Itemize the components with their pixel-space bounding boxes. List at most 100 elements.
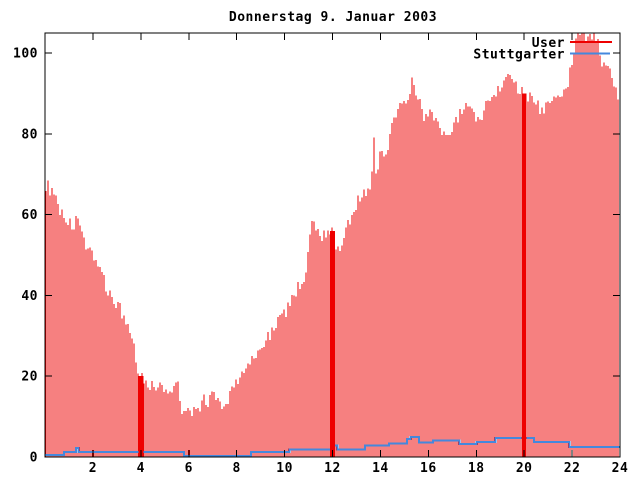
user-bar — [313, 221, 315, 457]
user-bar — [121, 318, 123, 457]
user-bar — [335, 249, 337, 457]
user-bar — [53, 194, 55, 457]
user-bar — [479, 119, 481, 457]
user-bar — [465, 102, 467, 457]
user-bar — [199, 411, 201, 457]
user-bar — [105, 291, 107, 457]
user-bar — [531, 95, 533, 457]
user-bar — [441, 134, 443, 457]
user-bar — [167, 393, 169, 457]
legend-line-samples — [570, 41, 612, 55]
solid-spike-bar — [138, 376, 144, 457]
user-bar — [173, 386, 175, 457]
user-bar — [405, 103, 407, 457]
user-bar — [185, 411, 187, 457]
user-bar — [55, 195, 57, 457]
user-bar — [567, 86, 569, 457]
user-bar — [217, 397, 219, 457]
user-bar — [263, 346, 265, 457]
user-bar — [355, 209, 357, 457]
user-bar — [189, 410, 191, 457]
user-bar — [607, 66, 609, 457]
user-bar — [561, 96, 563, 458]
user-bar — [467, 106, 469, 457]
user-bar — [535, 104, 537, 457]
user-bar — [57, 203, 59, 457]
user-bar — [79, 225, 81, 457]
user-bar — [347, 220, 349, 457]
y-tick-label: 100 — [13, 47, 38, 62]
user-bar — [147, 387, 149, 457]
user-bar — [555, 97, 557, 457]
user-bar — [227, 404, 229, 457]
user-bar — [489, 101, 491, 457]
user-bar — [301, 284, 303, 457]
user-bar — [177, 381, 179, 457]
user-bar — [193, 407, 195, 457]
user-bar — [325, 237, 327, 457]
user-bar — [97, 266, 99, 457]
user-bar — [123, 315, 125, 457]
x-tick-label: 22 — [564, 461, 581, 476]
user-bar — [603, 62, 605, 458]
user-bar — [497, 85, 499, 458]
user-bar — [379, 151, 381, 458]
user-bar — [537, 100, 539, 458]
user-bar — [129, 333, 131, 457]
x-tick-label: 24 — [612, 461, 629, 476]
user-bar — [615, 87, 617, 457]
user-bar — [365, 195, 367, 457]
solid-spike-bars — [138, 93, 527, 458]
user-bar — [59, 215, 61, 457]
y-tick-label: 0 — [30, 451, 38, 466]
user-bar — [357, 195, 359, 457]
user-bar — [389, 134, 391, 457]
user-bar — [613, 86, 615, 457]
user-bar — [295, 296, 297, 457]
user-bar — [323, 230, 325, 457]
user-bar — [427, 116, 429, 457]
user-bar — [475, 121, 477, 458]
user-bar — [569, 67, 571, 457]
user-bar — [425, 113, 427, 457]
user-bar — [235, 379, 237, 457]
user-bar — [65, 222, 67, 457]
user-bar — [453, 122, 455, 458]
user-bar — [115, 308, 117, 457]
user-bar — [553, 96, 555, 457]
user-bar — [203, 394, 205, 457]
user-bar — [229, 390, 231, 457]
user-bar — [513, 82, 515, 458]
user-bar — [289, 306, 291, 457]
x-tick-label: 8 — [233, 461, 241, 476]
user-bar — [61, 209, 63, 457]
user-bar — [437, 121, 439, 457]
user-bar — [445, 134, 447, 458]
user-bar — [87, 248, 89, 457]
user-bar — [499, 91, 501, 458]
user-bar — [285, 316, 287, 457]
user-bar — [417, 99, 419, 457]
user-bar — [493, 94, 495, 458]
user-bar — [187, 408, 189, 457]
user-bar — [81, 231, 83, 457]
user-bar — [279, 315, 281, 457]
user-bar — [585, 41, 587, 457]
user-bar — [415, 95, 417, 458]
user-bar — [283, 309, 285, 457]
user-bar — [605, 65, 607, 457]
user-bar — [95, 260, 97, 457]
user-bar — [243, 373, 245, 457]
user-bar — [51, 187, 53, 457]
user-bar — [539, 113, 541, 457]
user-bar — [371, 171, 373, 457]
x-axis-labels: 2 4 6 8 10 12 14 16 18 20 22 24 — [89, 461, 629, 476]
user-bar — [595, 41, 597, 458]
user-bar — [435, 117, 437, 457]
user-bar — [237, 384, 239, 457]
user-bar — [503, 80, 505, 457]
user-bar — [91, 250, 93, 457]
user-bar — [469, 106, 471, 458]
user-bar — [85, 249, 87, 457]
user-bar — [533, 102, 535, 457]
